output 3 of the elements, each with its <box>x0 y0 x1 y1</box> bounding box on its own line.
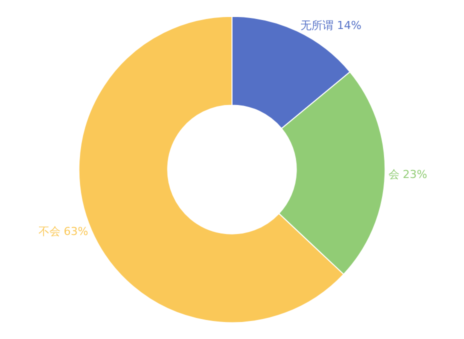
slice-label: 不会 63% <box>38 224 88 238</box>
slice-label: 会 23% <box>388 168 428 181</box>
slice-label: 无所谓 14% <box>300 19 362 32</box>
